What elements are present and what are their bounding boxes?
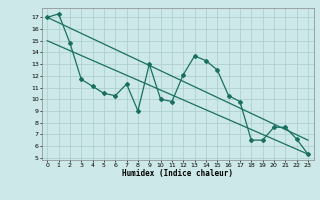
X-axis label: Humidex (Indice chaleur): Humidex (Indice chaleur) [122, 169, 233, 178]
